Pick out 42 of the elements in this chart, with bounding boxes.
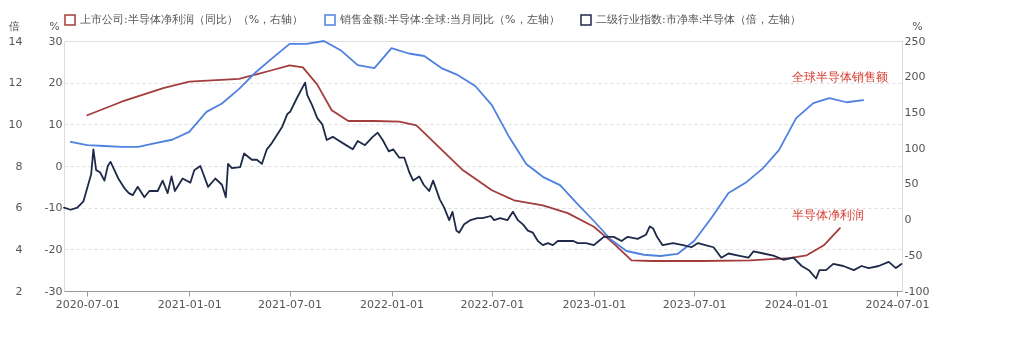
x-tick-label: 2024-01-01 <box>764 297 829 311</box>
x-tick-label: 2023-01-01 <box>562 297 627 311</box>
y-tick-label: 30 <box>48 34 63 48</box>
x-tick-label: 2020-07-01 <box>55 297 120 311</box>
annotation: 全球半导体销售额 <box>792 70 888 84</box>
y-tick-label: -10 <box>44 201 63 215</box>
legend-label: 销售金额:半导体:全球:当月同比（%，左轴） <box>339 13 560 26</box>
y2-tick-label: 50 <box>904 177 919 191</box>
y2-tick-label: 250 <box>904 34 926 48</box>
legend-label: 二级行业指数:市净率:半导体（倍，左轴） <box>596 13 802 26</box>
line-series <box>63 81 903 280</box>
y2-tick-label: -100 <box>904 284 930 298</box>
y2-tick-label: 150 <box>904 105 926 119</box>
x-tick-label: 2021-07-01 <box>258 297 323 311</box>
y3-tick-label: 6 <box>15 201 23 215</box>
y3-tick-label: 14 <box>8 34 23 48</box>
y-tick-label: -20 <box>44 242 63 256</box>
line-series <box>86 64 841 262</box>
y-tick-label: 20 <box>48 76 63 90</box>
y-axis-title: % <box>49 19 60 33</box>
line-series <box>69 40 865 257</box>
y2-tick-label: 0 <box>904 213 912 227</box>
y3-tick-label: 10 <box>8 117 23 131</box>
legend-label: 上市公司:半导体净利润（同比）（%，右轴） <box>80 13 304 26</box>
x-tick-label: 2022-01-01 <box>360 297 425 311</box>
y-tick-label: 10 <box>48 117 63 131</box>
x-tick-label: 2024-07-01 <box>865 297 930 311</box>
y3-tick-label: 4 <box>15 242 23 256</box>
y2-tick-label: 200 <box>904 70 926 84</box>
annotation: 半导体净利润 <box>792 208 864 222</box>
y3-tick-label: 8 <box>15 159 23 173</box>
y2-tick-label: -50 <box>904 248 923 262</box>
y2-axis-title: % <box>912 19 923 33</box>
y3-tick-label: 2 <box>15 284 23 298</box>
y3-axis-title: 倍 <box>9 19 20 33</box>
x-tick-label: 2022-07-01 <box>460 297 525 311</box>
y3-tick-label: 12 <box>8 76 23 90</box>
y-tick-label: 0 <box>55 159 63 173</box>
x-tick-label: 2021-01-01 <box>157 297 222 311</box>
y2-tick-label: 100 <box>904 141 926 155</box>
y-tick-label: -30 <box>44 284 63 298</box>
x-tick-label: 2023-07-01 <box>662 297 727 311</box>
